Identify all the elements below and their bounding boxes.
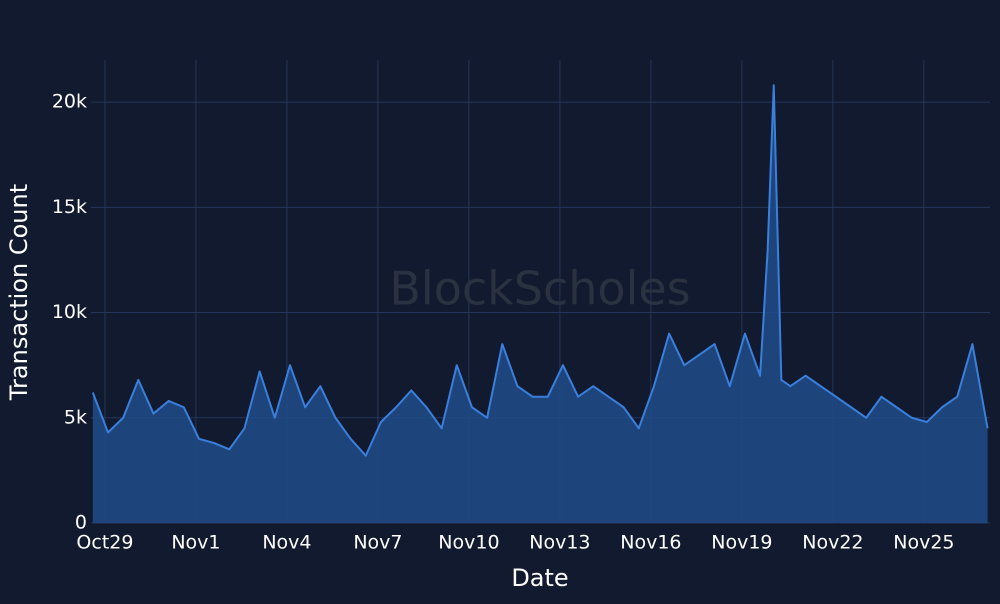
x-tick-label: Nov19 <box>711 532 772 554</box>
series-line <box>91 84 989 457</box>
x-tick-label: Nov7 <box>353 532 402 554</box>
x-tick-label: Nov4 <box>262 532 311 554</box>
x-axis-title: Date <box>511 564 568 592</box>
area-fill <box>92 85 988 523</box>
y-axis-title: Transaction Count <box>5 184 33 401</box>
x-tick-label: Nov1 <box>171 532 220 554</box>
y-tick-label: 10k <box>52 301 87 323</box>
y-tick-label: 0 <box>75 512 87 534</box>
x-tick-label: Nov25 <box>893 532 954 554</box>
y-tick-label: 20k <box>52 91 87 113</box>
x-tick-label: Oct29 <box>76 532 133 554</box>
x-tick-label: Nov10 <box>438 532 499 554</box>
watermark: BlockScholes <box>389 262 690 316</box>
x-tick-label: Nov22 <box>802 532 863 554</box>
x-tick-label: Nov13 <box>529 532 590 554</box>
y-tick-label: 5k <box>64 406 87 428</box>
x-tick-label: Nov16 <box>620 532 681 554</box>
y-tick-label: 15k <box>52 196 87 218</box>
